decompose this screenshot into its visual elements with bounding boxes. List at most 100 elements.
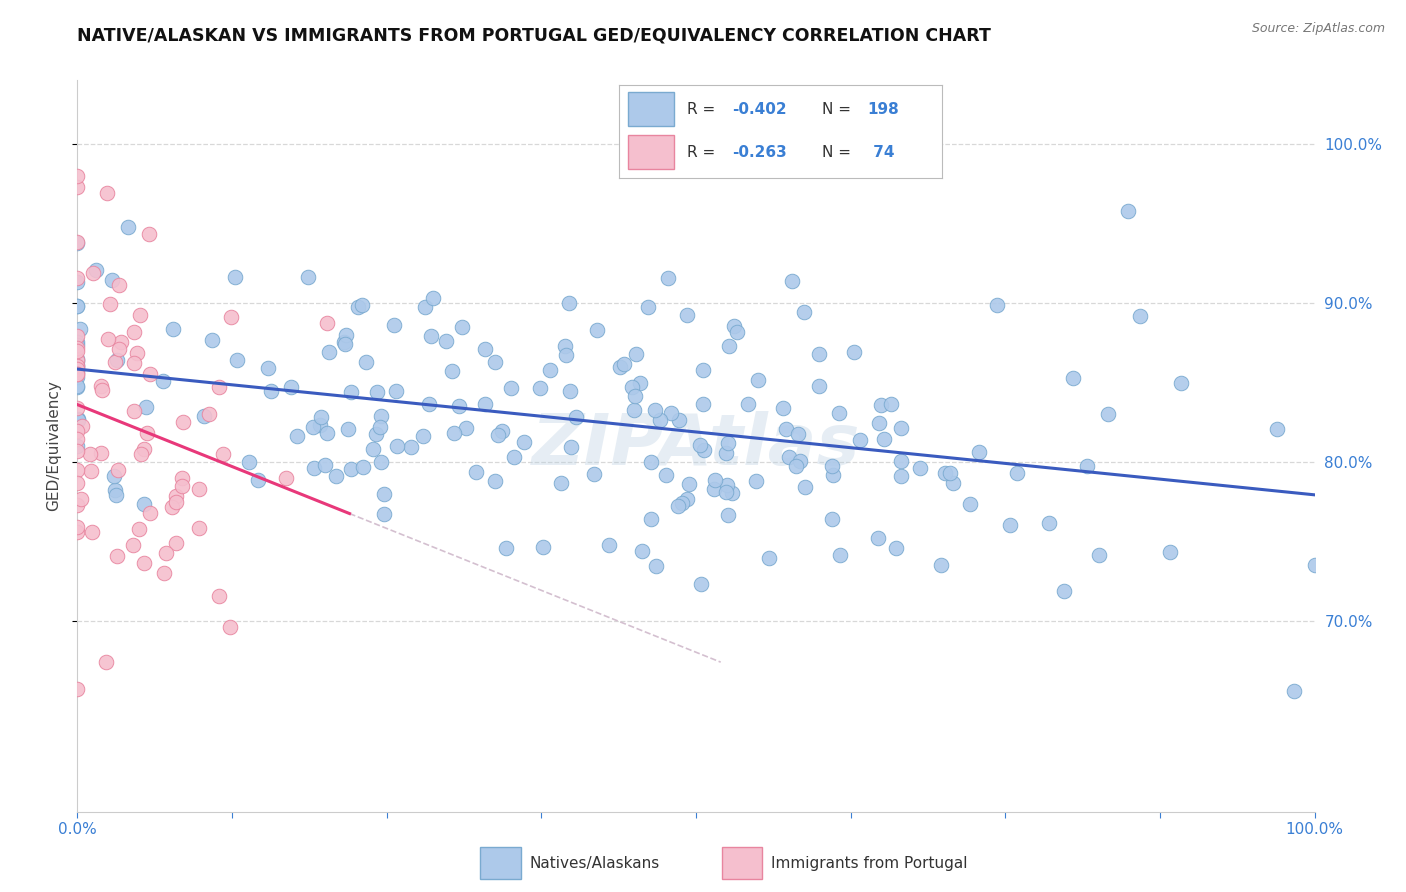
Point [197, 407, 219, 421]
Point [780, 274, 803, 288]
Point [1097, 407, 1119, 421]
Point [165, 536, 187, 550]
Point [100, 297, 122, 311]
Point [621, 380, 644, 394]
Point [986, 298, 1008, 312]
Point [744, 474, 766, 488]
Point [582, 467, 605, 481]
Point [66, 298, 89, 312]
Point [347, 301, 370, 315]
Point [454, 421, 477, 435]
Point [108, 277, 131, 292]
Point [66, 180, 89, 194]
Point [373, 487, 395, 501]
Point [139, 506, 162, 520]
FancyBboxPatch shape [628, 92, 673, 126]
Point [66, 380, 89, 394]
Point [350, 297, 373, 311]
Text: Immigrants from Portugal: Immigrants from Portugal [770, 855, 967, 871]
Point [560, 384, 582, 399]
Point [718, 339, 741, 353]
Point [370, 419, 392, 434]
Point [1159, 545, 1181, 559]
Text: -0.263: -0.263 [731, 145, 786, 160]
Point [66, 334, 89, 349]
Point [1053, 584, 1076, 599]
Point [676, 492, 699, 507]
Point [666, 499, 689, 513]
Point [339, 384, 361, 399]
Point [538, 363, 561, 377]
Point [879, 397, 901, 411]
Point [260, 384, 283, 398]
Point [66, 524, 89, 539]
Point [316, 425, 339, 440]
Point [337, 422, 360, 436]
Point [170, 478, 193, 492]
Point [474, 342, 496, 356]
Text: Source: ZipAtlas.com: Source: ZipAtlas.com [1251, 22, 1385, 36]
Text: 198: 198 [868, 102, 900, 117]
Point [132, 556, 155, 570]
Point [628, 376, 651, 390]
Point [66, 236, 89, 251]
Point [650, 413, 672, 427]
Point [66, 520, 89, 534]
Point [172, 416, 194, 430]
Point [96, 186, 118, 201]
Text: N =: N = [823, 145, 856, 160]
Point [103, 469, 125, 483]
Point [66, 337, 89, 351]
Point [870, 398, 893, 412]
Point [122, 403, 145, 417]
Point [134, 497, 156, 511]
Point [94, 655, 117, 669]
Point [1000, 517, 1022, 532]
Point [717, 435, 740, 450]
Point [155, 546, 177, 560]
Point [105, 549, 128, 563]
Point [828, 406, 851, 420]
Point [645, 558, 668, 573]
Point [1128, 309, 1150, 323]
Point [474, 397, 496, 411]
Point [778, 450, 800, 464]
Point [640, 455, 662, 469]
Point [844, 345, 866, 359]
Point [104, 483, 127, 498]
Point [609, 360, 631, 375]
Point [758, 551, 780, 566]
Text: 74: 74 [868, 145, 894, 160]
Point [716, 508, 738, 522]
Point [82, 524, 104, 539]
Point [297, 269, 319, 284]
Point [1303, 558, 1326, 572]
Point [443, 426, 465, 441]
Text: N =: N = [823, 102, 856, 117]
Point [361, 442, 384, 456]
Point [787, 427, 810, 442]
Point [1282, 684, 1305, 698]
Point [69, 491, 91, 506]
Point [364, 426, 387, 441]
Point [238, 455, 260, 469]
Point [413, 300, 436, 314]
Point [66, 424, 89, 438]
Point [66, 362, 89, 376]
Point [208, 589, 231, 603]
Point [309, 417, 332, 432]
Point [66, 299, 89, 313]
Point [352, 460, 374, 475]
Point [301, 420, 323, 434]
Point [172, 471, 194, 485]
Point [890, 469, 912, 483]
Point [370, 409, 392, 423]
Point [586, 323, 609, 337]
Point [66, 358, 89, 372]
Text: R =: R = [686, 145, 720, 160]
Point [117, 219, 139, 234]
Point [80, 464, 103, 478]
Point [821, 467, 844, 482]
Point [890, 453, 912, 467]
Point [125, 345, 148, 359]
